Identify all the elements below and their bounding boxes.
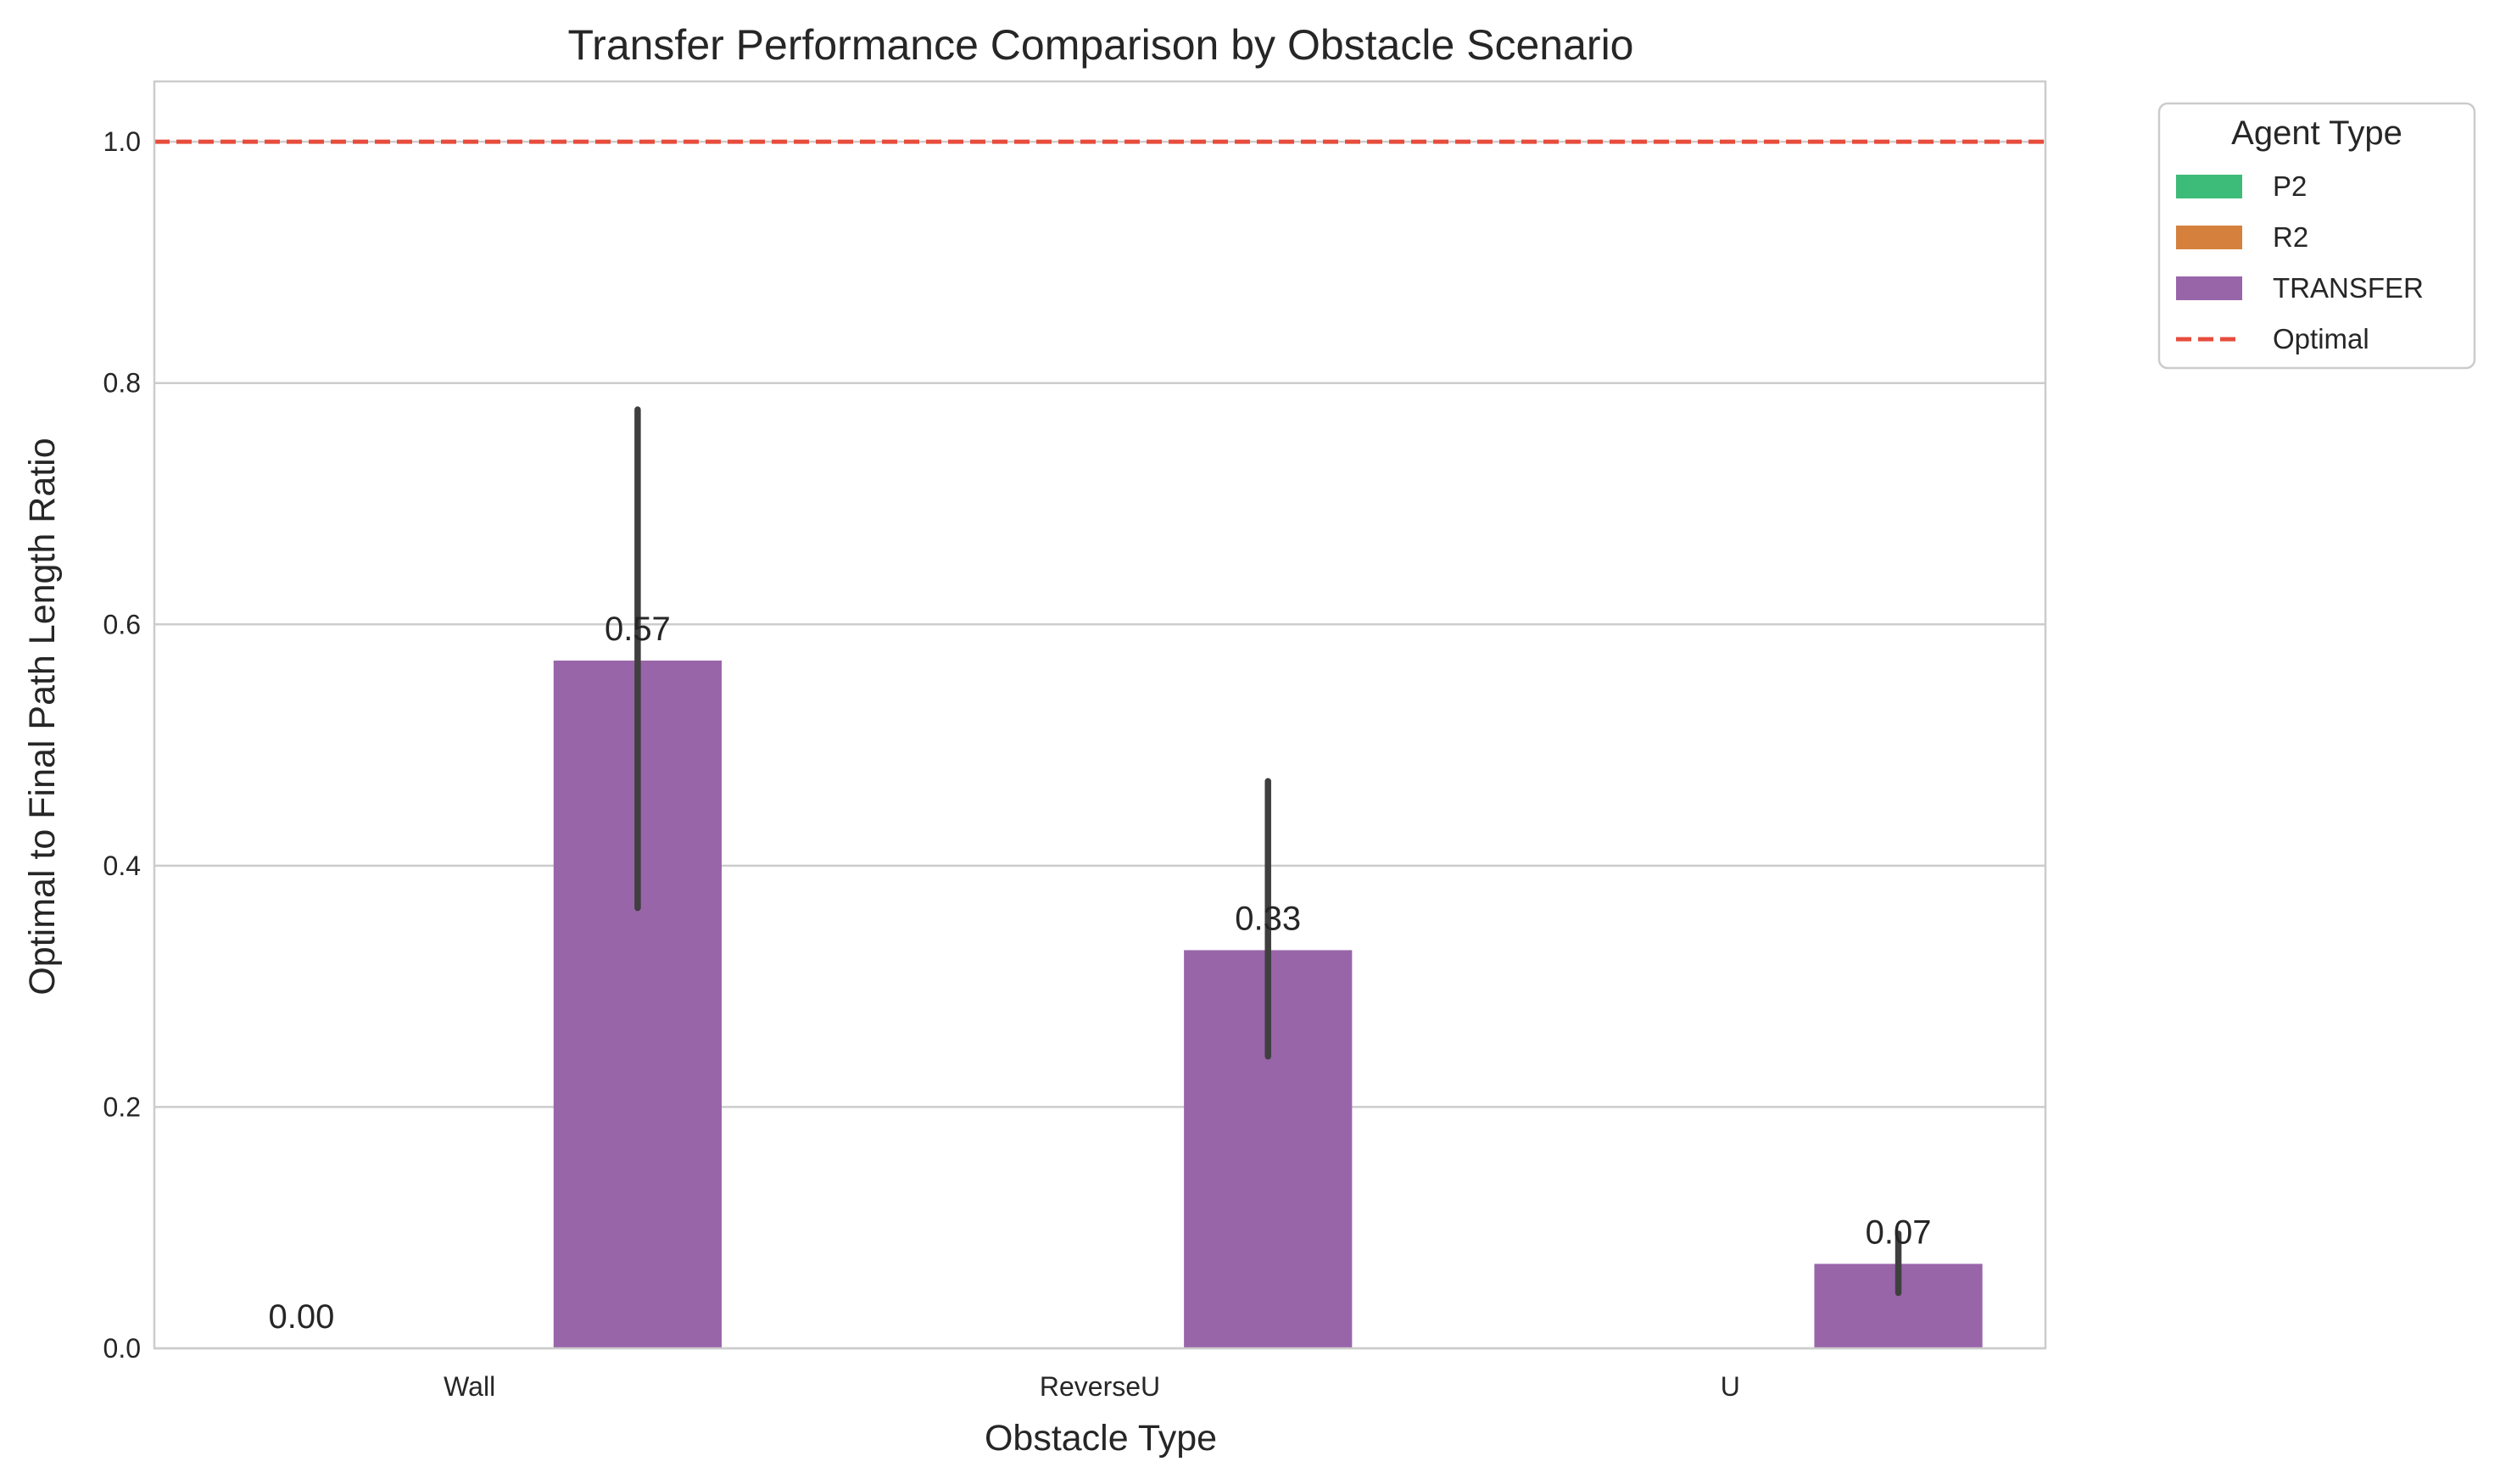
data-label: 0.57 bbox=[605, 611, 671, 648]
legend: Agent Type P2 R2 TRANSFER Optimal bbox=[2157, 102, 2476, 370]
data-labels: 0.00 0.57 0.33 0.07 bbox=[269, 611, 1932, 1336]
data-label: 0.00 bbox=[269, 1298, 335, 1336]
x-axis-ticks: Wall ReverseU U bbox=[444, 1371, 1740, 1402]
error-bars bbox=[634, 406, 1902, 1297]
y-tick-label: 0.6 bbox=[103, 609, 141, 639]
data-label: 0.33 bbox=[1235, 900, 1301, 937]
legend-items: P2 R2 TRANSFER Optimal bbox=[2176, 170, 2424, 354]
y-axis-label: Optimal to Final Path Length Ratio bbox=[22, 438, 63, 995]
legend-swatch bbox=[2176, 226, 2242, 249]
legend-frame bbox=[2157, 102, 2476, 370]
legend-swatch bbox=[2176, 175, 2242, 198]
chart-title: Transfer Performance Comparison by Obsta… bbox=[567, 21, 1633, 69]
y-tick-label: 0.0 bbox=[103, 1333, 141, 1364]
legend-title: Agent Type bbox=[2231, 114, 2402, 152]
y-tick-label: 0.8 bbox=[103, 368, 141, 399]
y-tick-label: 0.4 bbox=[103, 851, 141, 881]
plot-frame bbox=[153, 80, 2047, 1350]
data-label: 0.07 bbox=[1866, 1213, 1932, 1251]
y-axis-ticks: 0.0 0.2 0.4 0.6 0.8 1.0 bbox=[103, 126, 141, 1364]
legend-label: TRANSFER bbox=[2273, 272, 2424, 304]
x-tick-label: Wall bbox=[444, 1371, 495, 1402]
x-axis-label: Obstacle Type bbox=[985, 1418, 1217, 1459]
legend-label: P2 bbox=[2273, 170, 2307, 202]
y-tick-label: 1.0 bbox=[103, 126, 141, 157]
x-tick-label: U bbox=[1721, 1371, 1740, 1402]
plot-area bbox=[154, 81, 2045, 1348]
legend-label: R2 bbox=[2273, 221, 2308, 253]
y-tick-label: 0.2 bbox=[103, 1091, 141, 1122]
x-tick-label: ReverseU bbox=[1040, 1371, 1160, 1402]
legend-swatch bbox=[2176, 276, 2242, 300]
legend-label: Optimal bbox=[2273, 323, 2369, 354]
